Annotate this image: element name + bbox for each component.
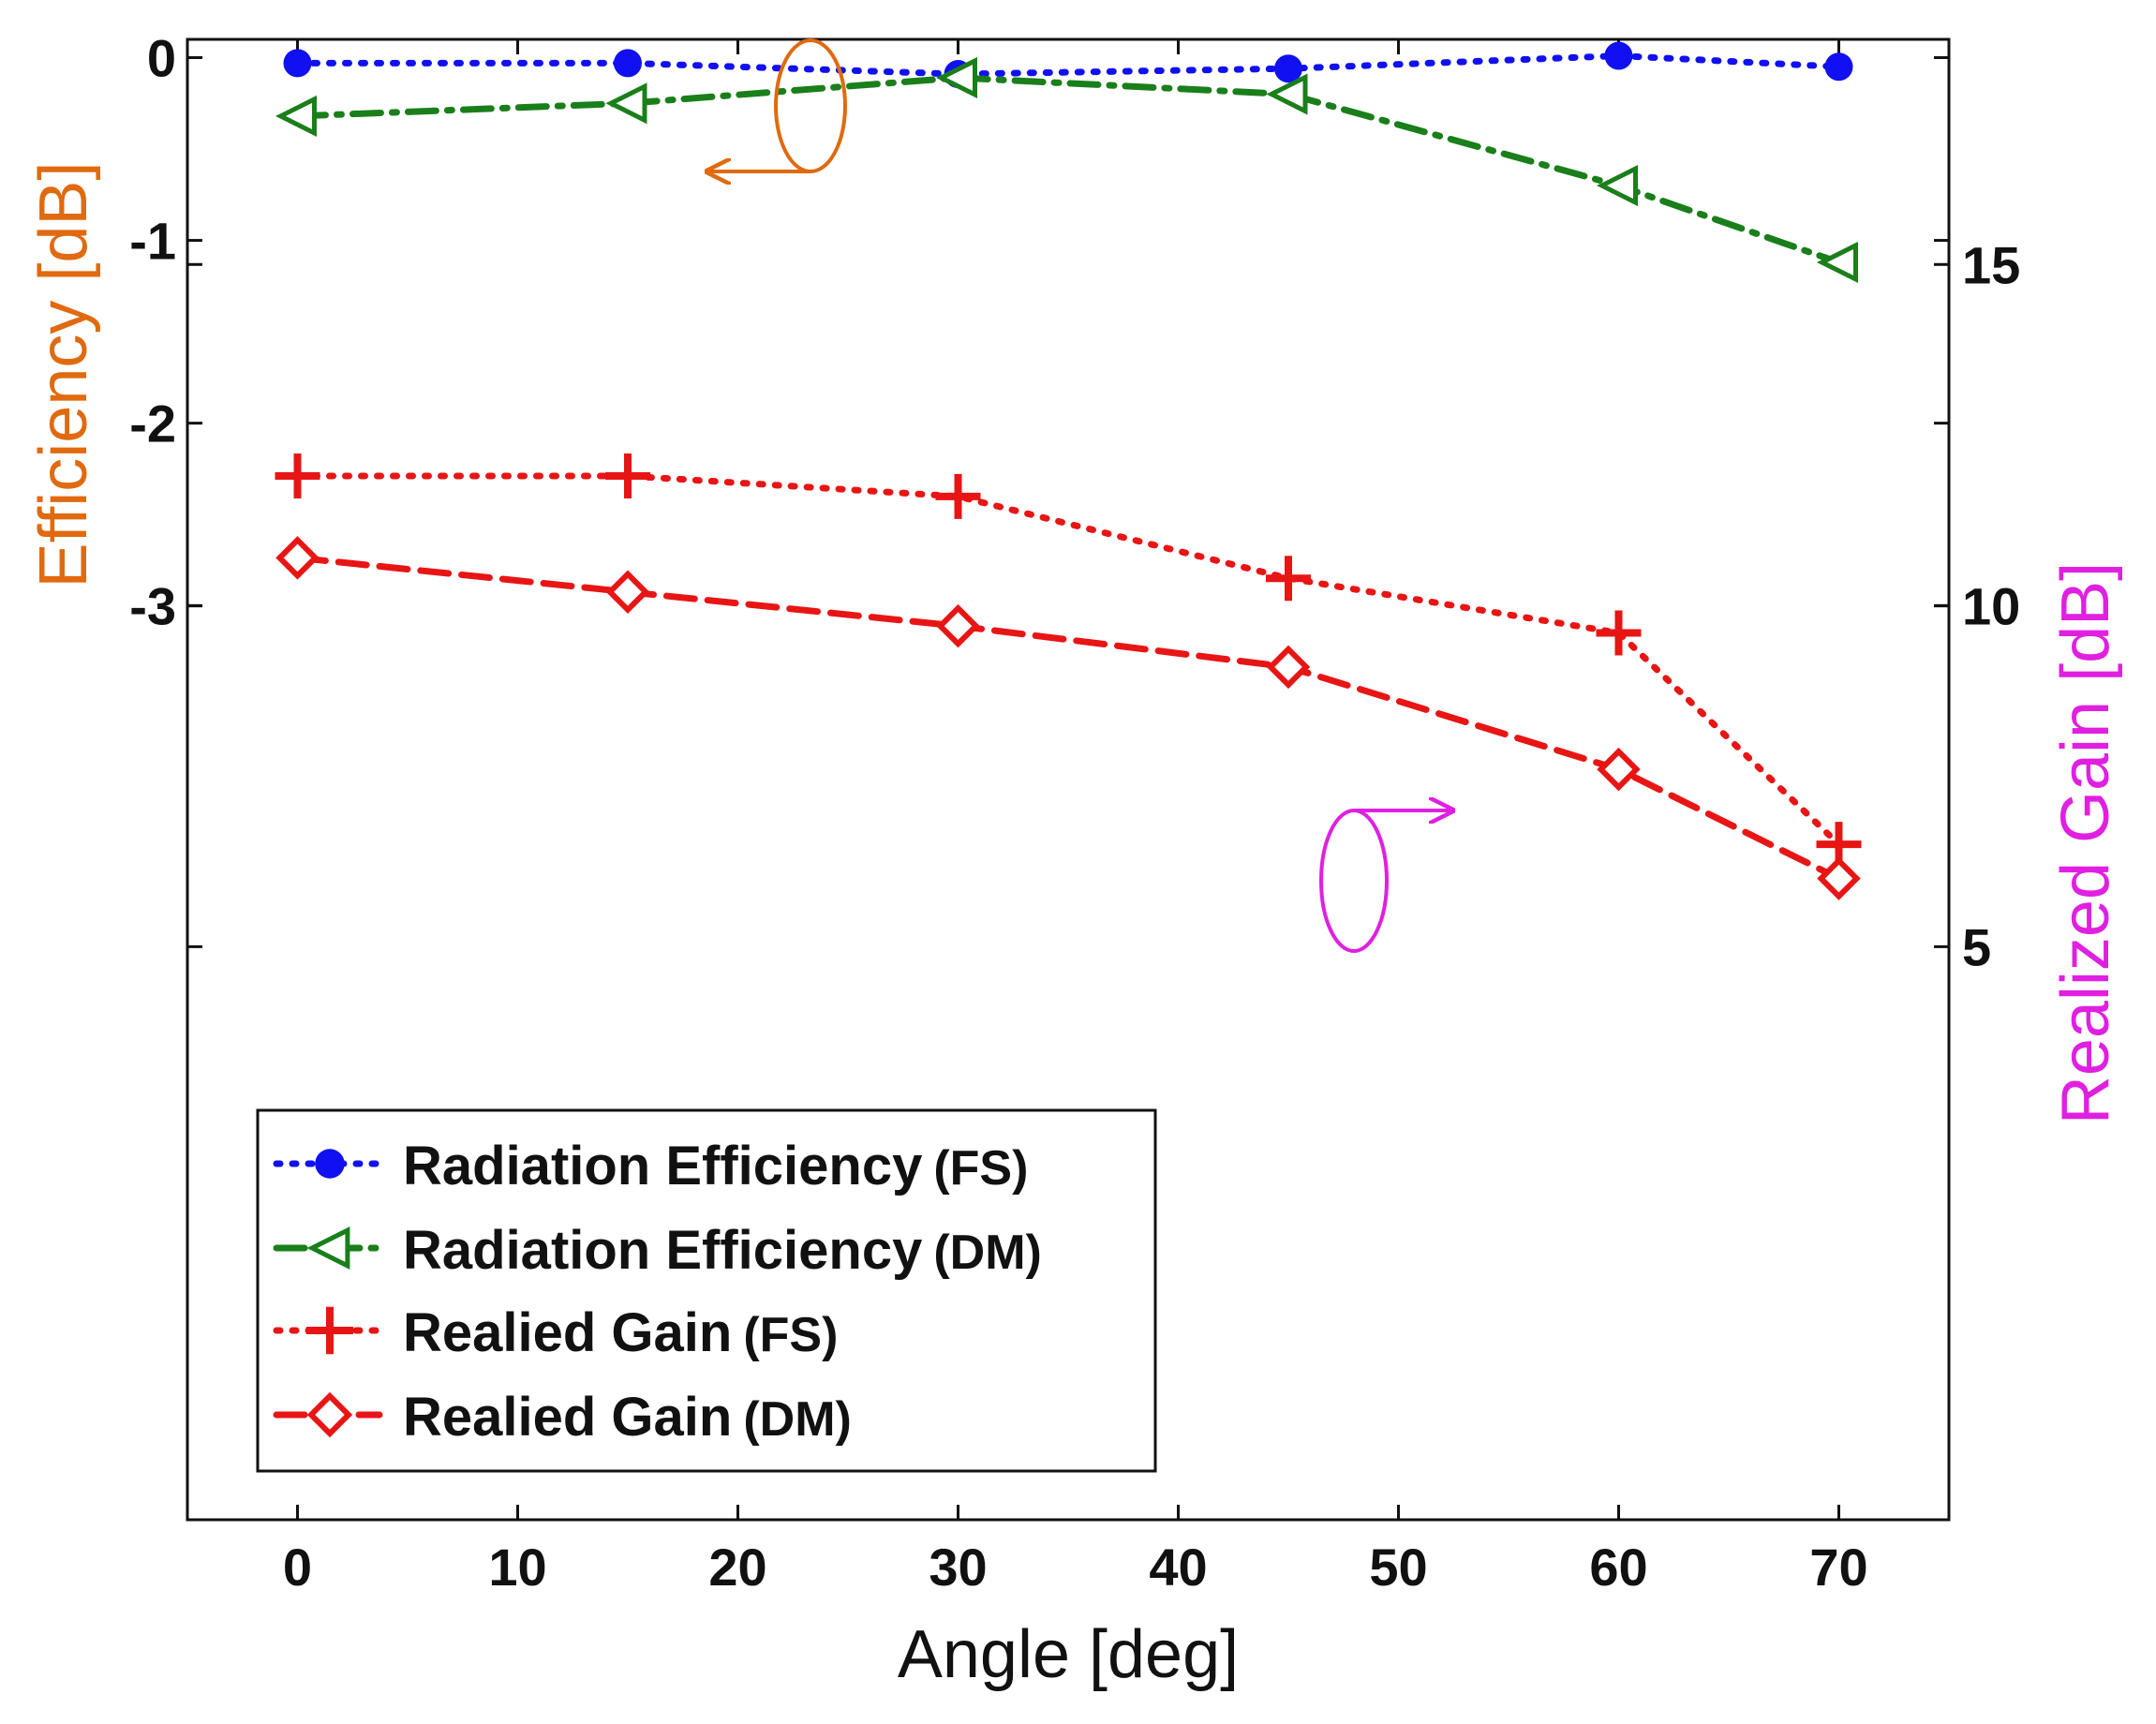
x-tick-label: 30 — [929, 1538, 987, 1597]
y-left-tick-label: -2 — [129, 394, 176, 453]
data-point — [1604, 41, 1633, 70]
legend-label: Realied Gain — [403, 1387, 732, 1448]
data-point — [605, 82, 647, 125]
data-point — [1824, 52, 1853, 82]
x-tick-label: 70 — [1809, 1538, 1867, 1597]
series-2 — [275, 453, 1862, 868]
y-right-tick-label: 5 — [1962, 917, 1991, 976]
y-right-axis-title: Realized Gain [dB] — [2048, 562, 2123, 1124]
legend-label: Realied Gain — [403, 1302, 732, 1363]
data-point — [1266, 73, 1308, 115]
series-line — [294, 74, 1842, 266]
series-1 — [275, 56, 1858, 284]
legend-tag: (DM) — [743, 1392, 852, 1447]
data-point — [1274, 54, 1302, 83]
data-point — [1816, 241, 1858, 284]
data-point — [305, 1306, 354, 1355]
data-point — [315, 1149, 345, 1179]
y-left-tick-label: 0 — [147, 29, 176, 88]
legend-tag: (FS) — [743, 1308, 838, 1362]
data-point — [605, 453, 650, 498]
efficiency-axis-indicator — [707, 38, 847, 171]
legend-label: Radiation Efficiency — [403, 1220, 922, 1281]
data-point — [275, 453, 320, 498]
data-point — [936, 603, 980, 648]
series-line — [294, 554, 1842, 883]
legend: Radiation Efficiency (FS)Radiation Effici… — [256, 1108, 1157, 1473]
y-right-axis-ticks: 15 10 5 — [187, 235, 2020, 976]
series-line — [294, 52, 1842, 78]
y-right-tick-label: 10 — [1962, 576, 2020, 635]
x-axis-ticks: 0 10 20 30 40 50 60 70 — [283, 39, 1868, 1597]
data-point — [1266, 645, 1311, 690]
data-point — [1596, 165, 1638, 207]
y-left-tick-label: -1 — [129, 212, 176, 271]
y-left-tick-label: -3 — [129, 577, 176, 636]
x-axis-title: Angle [deg] — [898, 1617, 1239, 1692]
legend-label: Radiation Efficiency — [403, 1136, 922, 1196]
data-point — [614, 49, 642, 78]
plot-frame — [186, 37, 1951, 1522]
data-point — [275, 95, 317, 137]
series-line — [294, 472, 1842, 848]
y-right-tick-label: 15 — [1962, 235, 2020, 294]
data-point — [1817, 856, 1861, 900]
legend-entry: Radiation Efficiency (DM) — [273, 1220, 1042, 1281]
data-point — [283, 49, 312, 78]
data-point — [306, 1391, 353, 1438]
y-left-axis-ticks: 0 -1 -2 -3 — [129, 29, 1949, 636]
data-point — [1596, 610, 1642, 656]
data-point — [275, 536, 320, 580]
x-tick-label: 50 — [1369, 1538, 1427, 1597]
data-point — [1597, 747, 1641, 792]
data-point — [306, 1226, 350, 1270]
legend-entry: Radiation Efficiency (FS) — [273, 1136, 1028, 1196]
data-point — [935, 56, 977, 99]
x-tick-label: 10 — [488, 1538, 546, 1597]
series-3 — [275, 536, 1861, 900]
x-tick-label: 0 — [283, 1538, 312, 1597]
data-point — [1266, 556, 1311, 602]
data-point — [605, 570, 650, 615]
legend-tag: (DM) — [933, 1226, 1042, 1280]
legend-entry: Realied Gain (DM) — [273, 1387, 852, 1448]
legend-box — [256, 1108, 1157, 1473]
y-left-axis-title: Efficiency [dB] — [26, 162, 101, 588]
data-point — [935, 473, 981, 519]
gain-axis-indicator — [1319, 810, 1452, 953]
series-layer — [275, 41, 1862, 900]
x-tick-label: 60 — [1589, 1538, 1647, 1597]
legend-tag: (FS) — [933, 1141, 1028, 1196]
x-tick-label: 40 — [1149, 1538, 1207, 1597]
legend-entry: Realied Gain (FS) — [273, 1302, 838, 1363]
x-tick-label: 20 — [708, 1538, 766, 1597]
